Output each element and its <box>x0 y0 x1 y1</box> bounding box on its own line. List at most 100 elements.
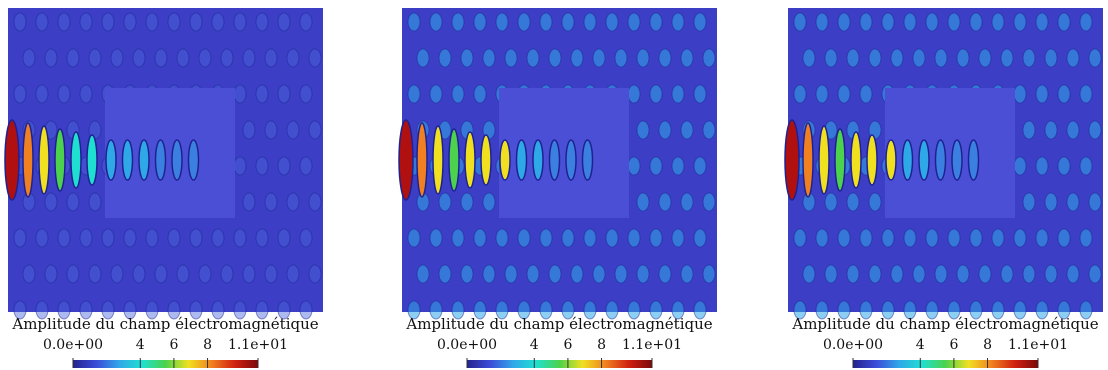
field-lobe <box>448 128 460 192</box>
field-ripple <box>614 264 628 284</box>
field-ripple <box>233 84 247 104</box>
field-ripple <box>451 84 465 104</box>
field-lobe <box>138 139 150 181</box>
field-ripple <box>277 84 291 104</box>
field-ripple <box>1066 192 1080 212</box>
field-ripple <box>702 120 716 140</box>
field-ripple <box>57 228 71 248</box>
field-ripple <box>1066 120 1080 140</box>
field-ripple <box>1057 300 1071 320</box>
field-ripple <box>35 228 49 248</box>
field-ripple <box>473 228 487 248</box>
field-ripple <box>815 84 829 104</box>
field-ripple <box>145 228 159 248</box>
field-ripple <box>815 12 829 32</box>
field-ripple <box>299 12 313 32</box>
field-ripple <box>460 48 474 68</box>
colorbar-tick-label: 4 <box>530 337 539 353</box>
field-ripple <box>671 156 685 176</box>
colorbar-tick-label: 1.1e+01 <box>1008 337 1068 353</box>
field-ripple <box>123 300 137 320</box>
field-ripple <box>211 300 225 320</box>
field-ripple <box>969 228 983 248</box>
field-ripple <box>561 12 575 32</box>
field-ripple <box>627 84 641 104</box>
field-ripple <box>693 300 707 320</box>
field-ripple <box>925 300 939 320</box>
field-ripple <box>145 300 159 320</box>
field-ripple <box>947 12 961 32</box>
field-lobe <box>464 131 476 189</box>
field-ripple <box>66 192 80 212</box>
field-lobe <box>866 134 878 186</box>
field-ripple <box>671 12 685 32</box>
field-lobe <box>532 139 544 181</box>
field-ripple <box>658 120 672 140</box>
field-ripple <box>167 228 181 248</box>
field-ripple <box>429 228 443 248</box>
field-lobe <box>818 125 830 195</box>
field-ripple <box>605 300 619 320</box>
field-ripple <box>658 192 672 212</box>
field-ripple <box>614 48 628 68</box>
field-ripple <box>947 228 961 248</box>
field-ripple <box>255 228 269 248</box>
field-ripple <box>495 12 509 32</box>
field-ripple <box>1035 300 1049 320</box>
field-lobe <box>54 128 66 192</box>
field-ripple <box>233 12 247 32</box>
field-ripple <box>101 12 115 32</box>
colorbar <box>467 360 652 368</box>
field-ripple <box>13 228 27 248</box>
field-ripple <box>277 12 291 32</box>
field-ripple <box>881 300 895 320</box>
field-ripple <box>793 300 807 320</box>
field-ripple <box>220 264 234 284</box>
field-ripple <box>299 156 313 176</box>
field-ripple <box>198 264 212 284</box>
field-lobe <box>515 139 528 181</box>
field-ripple <box>1088 264 1102 284</box>
field-lobe <box>4 119 20 201</box>
field-ripple <box>1044 48 1058 68</box>
field-ripple <box>264 120 278 140</box>
field-ripple <box>912 48 926 68</box>
field-ripple <box>671 84 685 104</box>
field-lobe <box>187 139 200 181</box>
field-ripple <box>702 264 716 284</box>
field-ripple <box>1066 264 1080 284</box>
field-ripple <box>79 12 93 32</box>
field-ripple <box>539 228 553 248</box>
field-ripple <box>680 120 694 140</box>
field-lobe <box>432 125 444 195</box>
field-ripple <box>407 12 421 32</box>
field-ripple <box>1035 156 1049 176</box>
field-ripple <box>44 192 58 212</box>
colorbar-title: Amplitude du champ électromagnétique <box>11 315 318 333</box>
field-ripple <box>1013 300 1027 320</box>
field-ripple <box>1013 228 1027 248</box>
field-lobe <box>121 139 134 181</box>
field-ripple <box>1088 192 1102 212</box>
colorbar-tick-label: 4 <box>916 337 925 353</box>
field-ripple <box>123 12 137 32</box>
field-ripple <box>583 300 597 320</box>
field-ripple <box>969 300 983 320</box>
field-ripple <box>912 264 926 284</box>
field-ripple <box>1044 264 1058 284</box>
field-ripple <box>1079 12 1093 32</box>
field-ripple <box>517 12 531 32</box>
colorbar-tick-label: 6 <box>949 337 958 353</box>
field-ripple <box>1035 84 1049 104</box>
field-ripple <box>101 300 115 320</box>
field-ripple <box>286 48 300 68</box>
field-ripple <box>233 228 247 248</box>
colorbar-tick-label: 6 <box>563 337 572 353</box>
field-ripple <box>793 12 807 32</box>
field-ripple <box>802 264 816 284</box>
colorbar-title: Amplitude du champ électromagnétique <box>791 315 1098 333</box>
field-ripple <box>242 120 256 140</box>
field-ripple <box>526 264 540 284</box>
field-ripple <box>88 192 102 212</box>
field-ripple <box>13 300 27 320</box>
